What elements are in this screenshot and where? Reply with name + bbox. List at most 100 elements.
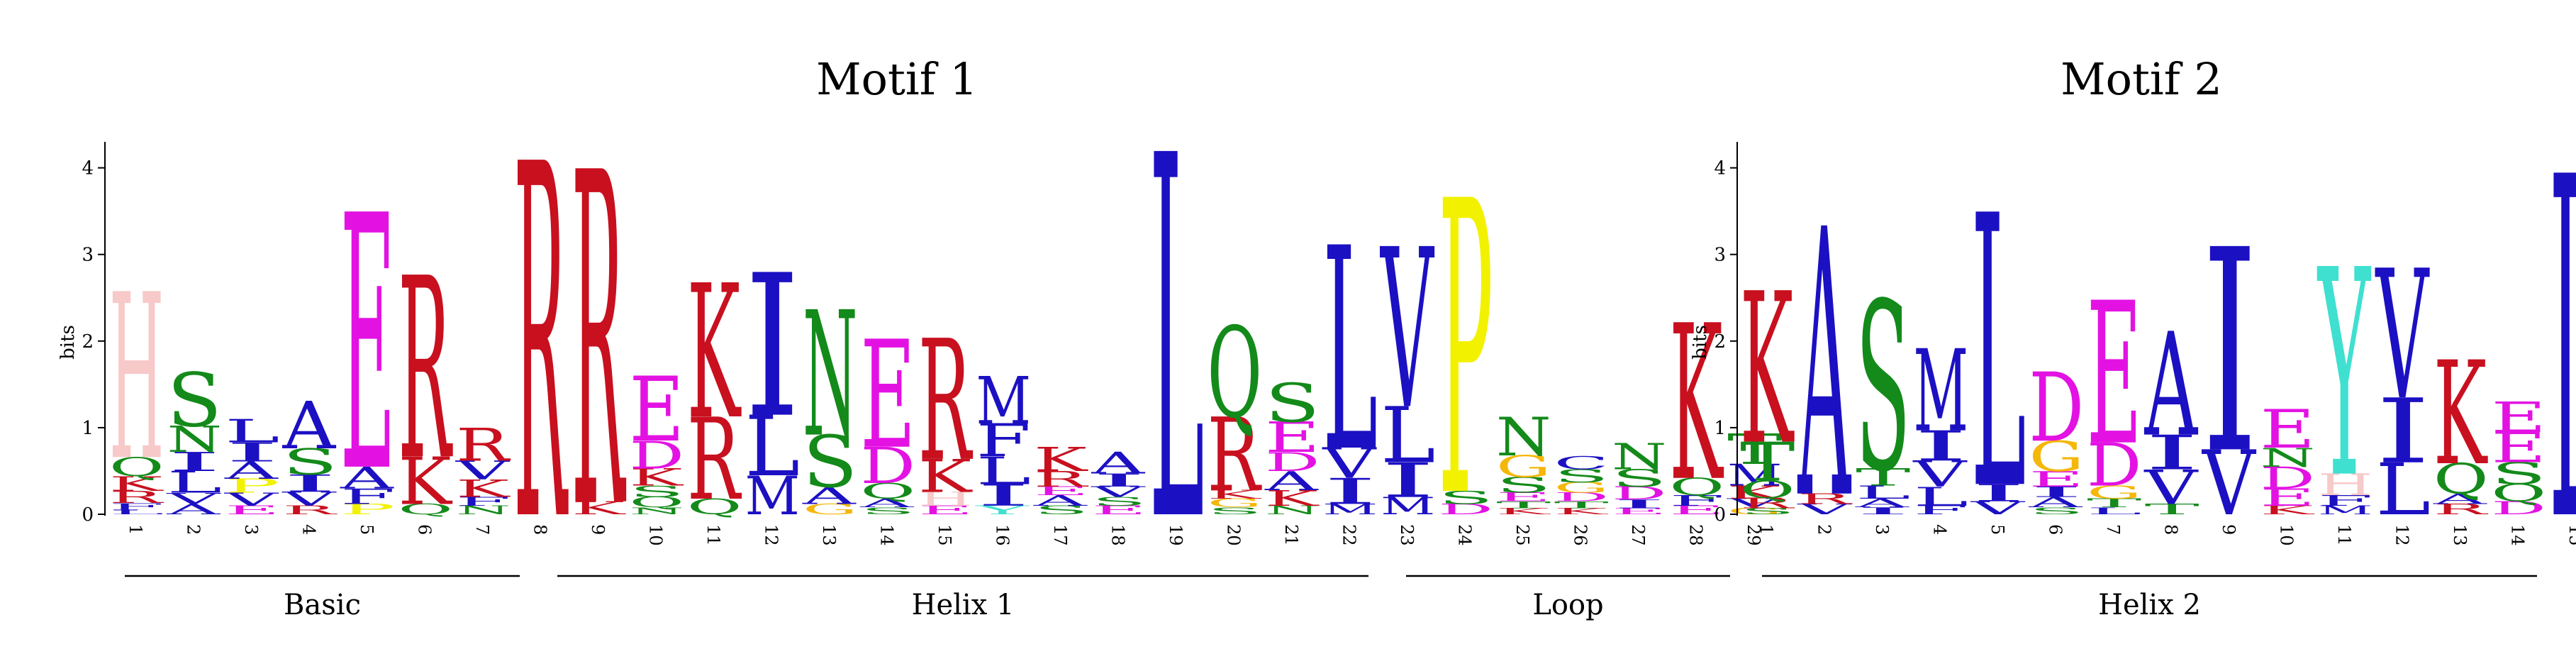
y-tick-label: 2 [1714,331,1726,353]
logo-letter: F [2318,492,2373,509]
region-label: Basic [284,589,361,621]
logo-letter: F [340,484,395,509]
logo-letter: I [2029,484,2084,500]
logo-letter: V [1727,497,1782,510]
logo-letter: H [2318,468,2373,502]
logo-letter: Q [398,501,454,518]
logo-letter: L [2087,506,2141,517]
logo-letter: V [2143,460,2199,515]
logo-letter: L [109,509,164,516]
logo-letter: V [455,455,511,486]
y-tick-label: 0 [82,504,94,526]
region-label: Loop [1532,589,1603,621]
logo-letter: E [2492,394,2546,442]
logo-letter: M [976,363,1031,439]
logo-letter: E [1612,506,1666,516]
x-tick-label: 12 [2392,524,2411,546]
logo-letter: K [1496,506,1551,516]
logo-letter: K [1265,486,1320,511]
logo-letter: R [398,225,454,516]
logo-letter: R [109,488,165,507]
logo-letter: N [2260,443,2315,473]
logo-letter: K [1034,440,1088,479]
logo-letter: G [803,501,857,517]
logo-letter: V [1380,204,1434,458]
logo-letter: V [2375,233,2430,440]
logo-letter: N [630,506,684,517]
logo-letter: D [2029,353,2084,463]
motif-title: Motif 1 [816,53,978,105]
logo-letter: K [109,472,165,496]
logo-letter: Y [975,503,1030,517]
logo-letter: F [109,501,164,512]
logo-letter: F [1670,492,1724,509]
logo-letter: Q [1740,476,1795,504]
x-tick-label: 21 [1281,524,1301,546]
x-tick-label: 5 [357,524,377,535]
x-tick-label: 15 [2565,524,2576,546]
y-tick-label: 4 [1714,158,1726,179]
logo-letter: L [1323,190,1378,514]
y-tick-label: 2 [82,331,94,353]
logo-letter: A [1033,492,1088,509]
logo-letter: R [456,419,511,472]
x-tick-label: 1 [1756,524,1776,535]
x-tick-label: 23 [1397,524,1417,546]
x-tick-label: 29 [1744,524,1763,546]
logo-letter: A [1264,466,1319,497]
logo-letter: T [1496,499,1551,511]
logo-letter: L [167,465,223,500]
logo-letter: V [1091,484,1146,500]
logo-letter: P [225,475,279,497]
x-tick-label: 27 [1628,524,1648,546]
x-tick-label: 4 [1929,524,1949,535]
logo-letter: D [1439,501,1493,518]
logo-letter: S [1554,466,1609,487]
logo-letter: A [859,497,915,510]
logo-letter: A [1091,446,1145,481]
logo-letter: V [1912,454,1968,495]
logo-letter: T [1554,499,1609,511]
logo-letter: I [167,447,222,477]
logo-letter: K [1740,249,1795,491]
logo-letter: L [1914,482,1968,512]
logo-letter: S [1208,506,1262,517]
x-tick-label: 10 [2276,524,2296,546]
logo-letter: N [1496,406,1551,468]
logo-letter: L [1856,482,1910,503]
region-label: Helix 2 [2098,589,2201,621]
logo-letter: I [1914,423,1968,471]
x-tick-label: 2 [1814,524,1834,535]
logo-letter: S [1496,472,1551,497]
logo-letter: H [109,245,164,511]
x-tick-label: 9 [2219,524,2238,535]
logo-letter: S [1034,504,1088,517]
logo-letter: Q [630,494,685,511]
logo-letter: I [1856,506,1910,517]
x-tick-label: 15 [935,524,954,546]
y-tick-label: 1 [82,418,94,439]
x-tick-label: 5 [1987,524,2007,535]
logo-letter: D [1612,483,1666,504]
logo-letter: G [1554,480,1609,496]
logo-letter: S [2029,506,2084,517]
logo-letter: A [802,482,857,510]
x-tick-label: 28 [1685,524,1705,546]
logo-letter: R [2433,501,2489,518]
logo-letter: P [340,501,395,518]
logo-letter: R [687,395,742,526]
logo-letter: I [2376,379,2431,483]
logo-letter: A [166,501,221,517]
logo-letter: G [1496,450,1551,484]
logo-letter: S [2492,457,2546,492]
y-tick-label: 4 [82,158,94,179]
logo-letter: D [2492,498,2546,519]
logo-letter: E [1034,484,1088,499]
motif-title: Motif 2 [2061,53,2222,105]
x-tick-label: 18 [1108,524,1127,546]
logo-letter: S [861,506,915,517]
x-tick-label: 4 [299,524,318,535]
logo-letter: K [1670,280,1724,528]
logo-letter: V [166,489,222,507]
